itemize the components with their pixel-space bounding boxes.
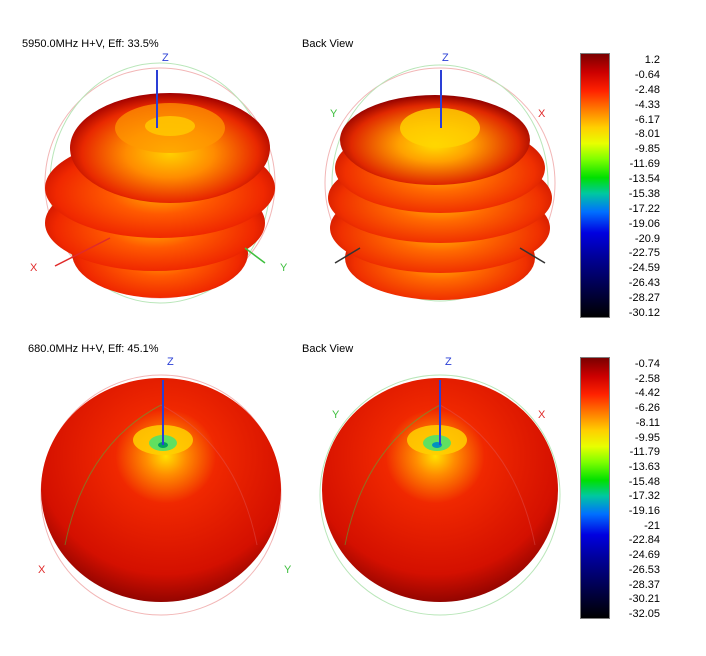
- bottom-front-radiation-pattern: [40, 374, 282, 616]
- top-colorbar-labels: 1.2 -0.64 -2.48 -4.33 -6.17 -8.01 -9.85 -11.69 -…: [600, 54, 660, 319]
- top-colorbar-tick-label: -17.22: [628, 202, 660, 215]
- bottom-colorbar-tick-label: -6.26: [634, 402, 660, 415]
- bottom-back-y-label: Y: [332, 409, 340, 421]
- top-colorbar-tick-label: -2.48: [634, 83, 660, 96]
- bottom-back-z-label: Z: [445, 356, 452, 368]
- bottom-front-z-label: Z: [167, 356, 174, 368]
- top-colorbar-tick-label: -4.33: [634, 98, 660, 111]
- top-colorbar-tick-label: -8.01: [634, 128, 660, 141]
- bottom-colorbar-tick-label: -32.05: [628, 608, 660, 620]
- top-colorbar-tick-label: -6.17: [634, 113, 660, 126]
- bottom-back-radiation-pattern: [319, 374, 561, 616]
- top-front-x-label: X: [30, 262, 38, 274]
- top-front-z-label: Z: [162, 52, 169, 64]
- bottom-front-x-label: X: [38, 564, 46, 576]
- top-colorbar-tick-label: -11.69: [629, 158, 660, 171]
- top-colorbar-tick-label: -22.75: [628, 247, 660, 260]
- bottom-colorbar-tick-label: -13.63: [628, 460, 660, 473]
- bottom-front-title: 680.0MHz H+V, Eff: 45.1%: [28, 343, 159, 355]
- bottom-colorbar-tick-label: -24.69: [628, 549, 660, 562]
- top-colorbar-tick-label: -13.54: [628, 173, 660, 186]
- top-back-title: Back View: [302, 38, 354, 50]
- top-front-y-label: Y: [280, 262, 288, 274]
- top-colorbar: [580, 53, 610, 318]
- bottom-colorbar-tick-label: -9.95: [634, 431, 660, 444]
- bottom-colorbar-tick-label: -30.21: [628, 593, 660, 606]
- top-colorbar-tick-label: -28.27: [628, 292, 660, 305]
- bottom-colorbar-tick-label: -4.42: [634, 387, 660, 400]
- top-colorbar-tick-label: -19.06: [628, 217, 660, 230]
- bottom-colorbar-tick-label: -0.74: [634, 358, 660, 370]
- bottom-colorbar-tick-label: -26.53: [628, 563, 660, 576]
- bottom-front-y-label: Y: [284, 564, 292, 576]
- bottom-colorbar-tick-label: -2.58: [634, 372, 660, 385]
- top-back-y-label: Y: [330, 108, 338, 120]
- bottom-colorbar-tick-label: -11.79: [629, 446, 660, 459]
- top-back-x-label: X: [538, 108, 546, 120]
- top-colorbar-tick-label: 1.2: [644, 54, 660, 66]
- top-colorbar-tick-label: -0.64: [634, 68, 660, 81]
- bottom-colorbar-tick-label: -22.84: [628, 534, 660, 547]
- bottom-colorbar-tick-label: -28.37: [628, 578, 660, 591]
- top-back-z-label: Z: [442, 52, 449, 64]
- top-front-title: 5950.0MHz H+V, Eff: 33.5%: [22, 38, 159, 50]
- bottom-colorbar: [580, 357, 610, 619]
- top-colorbar-tick-label: -15.38: [628, 187, 660, 200]
- bottom-colorbar-tick-label: -21: [644, 519, 660, 532]
- bottom-colorbar-tick-label: -19.16: [628, 505, 660, 518]
- top-colorbar-tick-label: -24.59: [628, 262, 660, 275]
- bottom-back-x-label: X: [538, 409, 546, 421]
- bottom-colorbar-labels: -0.74 -2.58 -4.42 -6.26 -8.11 -9.95 -11.79 -13.…: [600, 358, 660, 620]
- top-front-radiation-pattern: [44, 62, 276, 304]
- bottom-colorbar-tick-label: -17.32: [628, 490, 660, 503]
- top-colorbar-tick-label: -20.9: [634, 232, 660, 245]
- top-colorbar-tick-label: -9.85: [634, 143, 660, 156]
- top-colorbar-tick-label: -26.43: [628, 277, 660, 290]
- bottom-colorbar-tick-label: -8.11: [635, 416, 660, 429]
- top-colorbar-tick-label: -30.12: [628, 307, 660, 319]
- bottom-colorbar-tick-label: -15.48: [628, 475, 660, 488]
- top-back-radiation-pattern: [324, 64, 556, 302]
- bottom-back-title: Back View: [302, 343, 354, 355]
